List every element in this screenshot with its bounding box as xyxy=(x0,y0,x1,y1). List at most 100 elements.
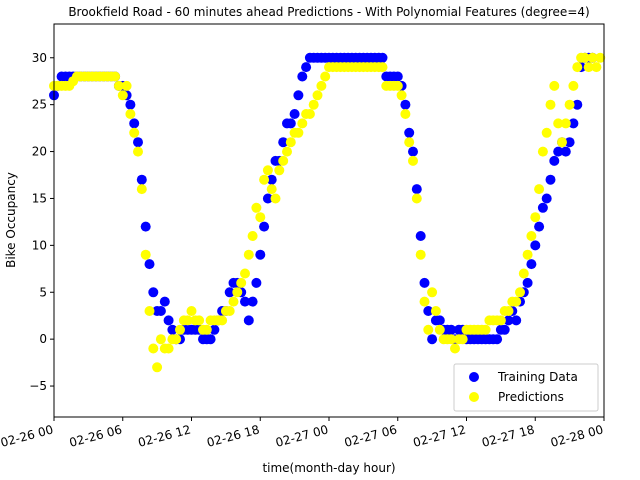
x-tick-label: 02-26 06 xyxy=(68,422,124,449)
data-point xyxy=(434,315,445,326)
data-point xyxy=(259,174,270,185)
data-point xyxy=(392,71,403,82)
data-point xyxy=(320,71,331,82)
data-point xyxy=(270,193,281,204)
data-point xyxy=(255,212,266,223)
data-point xyxy=(308,99,319,110)
data-point xyxy=(530,240,541,251)
data-point xyxy=(583,62,594,73)
data-point xyxy=(595,52,606,63)
data-point xyxy=(133,137,143,148)
data-point xyxy=(434,324,445,335)
data-point xyxy=(113,80,124,91)
x-tick-label: 02-28 00 xyxy=(549,422,605,449)
data-point xyxy=(541,193,552,204)
data-point xyxy=(121,80,132,91)
data-point xyxy=(304,109,315,119)
x-tick-label: 02-27 00 xyxy=(274,422,330,449)
legend: Training Data Predictions xyxy=(453,363,599,412)
data-point xyxy=(274,165,285,176)
x-tick-label: 02-26 18 xyxy=(205,422,261,449)
data-point xyxy=(194,315,205,326)
x-axis-label: time(month-day hour) xyxy=(262,461,395,475)
data-point xyxy=(591,62,602,73)
y-tick-label: −5 xyxy=(29,379,47,393)
marks-layer xyxy=(49,52,606,373)
y-tick-label: 10 xyxy=(32,238,47,252)
data-point xyxy=(457,334,468,345)
legend-label-predictions: Predictions xyxy=(498,390,564,404)
data-point xyxy=(140,221,151,232)
data-point xyxy=(259,221,270,232)
legend-marker-training xyxy=(469,372,479,382)
data-point xyxy=(430,306,441,316)
data-point xyxy=(247,231,258,241)
data-point xyxy=(155,334,166,345)
data-point xyxy=(186,306,197,316)
data-point xyxy=(419,277,430,288)
data-point xyxy=(140,249,151,260)
data-point xyxy=(377,52,388,63)
data-point xyxy=(262,165,273,176)
data-point xyxy=(293,127,304,138)
data-point xyxy=(285,118,296,129)
data-point xyxy=(534,221,545,232)
chart-title: Brookfield Road - 60 minutes ahead Predi… xyxy=(68,5,589,19)
data-point xyxy=(262,193,273,204)
data-point xyxy=(511,315,522,326)
data-point xyxy=(549,155,560,166)
data-point xyxy=(564,99,575,110)
data-point xyxy=(205,334,216,345)
data-point xyxy=(125,99,136,110)
data-point xyxy=(503,315,514,326)
x-tick-label: 02-26 00 xyxy=(0,422,55,449)
data-point xyxy=(446,334,457,345)
data-point xyxy=(568,80,579,91)
plot-frame xyxy=(53,23,605,418)
data-point xyxy=(404,127,415,138)
data-point xyxy=(155,306,166,316)
data-point xyxy=(522,277,533,288)
data-point xyxy=(129,127,140,138)
y-tick-label: 20 xyxy=(32,145,47,159)
data-point xyxy=(511,296,522,307)
data-point xyxy=(553,146,564,157)
data-point xyxy=(404,137,415,148)
data-point xyxy=(301,62,312,73)
data-point xyxy=(136,174,147,185)
data-point xyxy=(411,193,422,204)
data-point xyxy=(167,324,178,335)
data-point xyxy=(572,99,583,110)
data-point xyxy=(136,184,147,195)
legend-marker-predictions xyxy=(469,392,479,402)
y-tick-label: 5 xyxy=(39,285,47,299)
data-point xyxy=(236,277,247,288)
data-point xyxy=(163,315,174,326)
data-point xyxy=(133,146,143,157)
data-point xyxy=(144,259,155,270)
data-point xyxy=(297,71,308,82)
data-point xyxy=(400,109,411,119)
data-point xyxy=(572,62,583,73)
data-point xyxy=(427,287,438,298)
data-point xyxy=(175,324,185,335)
data-point xyxy=(545,99,556,110)
data-point xyxy=(293,90,304,101)
data-point xyxy=(224,287,235,298)
data-point xyxy=(480,324,491,335)
data-point xyxy=(117,90,128,101)
data-point xyxy=(182,315,193,326)
data-point xyxy=(289,109,300,119)
data-point xyxy=(400,99,411,110)
data-point xyxy=(560,118,571,129)
legend-label-training: Training Data xyxy=(497,370,578,384)
data-point xyxy=(503,306,514,316)
y-tick-label: 15 xyxy=(32,191,47,205)
data-point xyxy=(278,137,289,148)
data-point xyxy=(411,184,422,195)
data-point xyxy=(125,109,136,119)
data-point xyxy=(152,362,163,373)
data-point xyxy=(240,268,250,279)
data-point xyxy=(537,146,548,157)
